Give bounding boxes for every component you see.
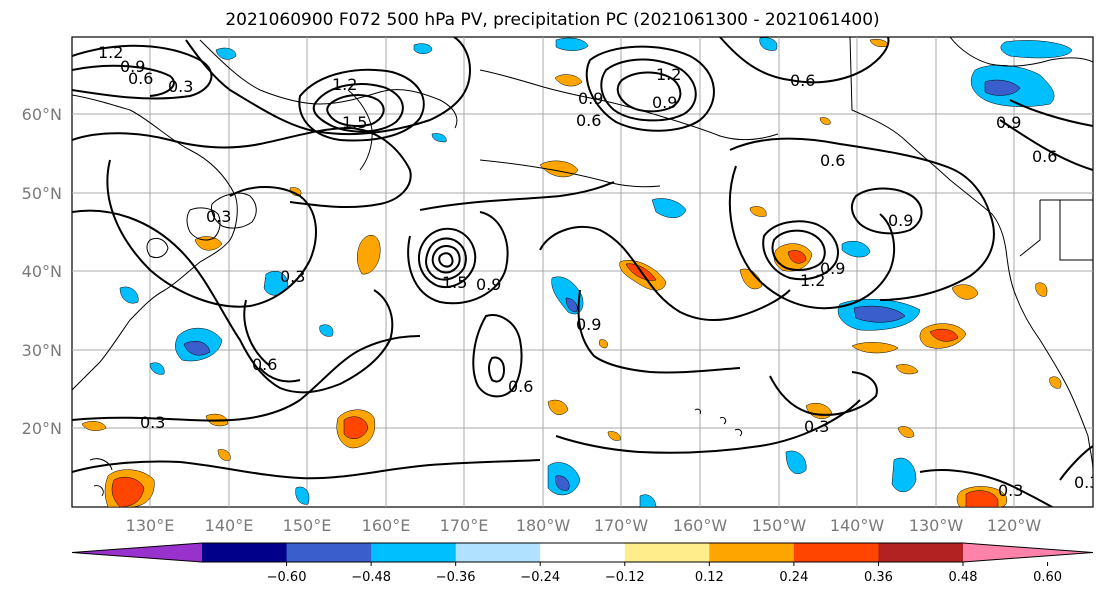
contour-label: 0.3 xyxy=(168,77,193,96)
lat-label: 50°N xyxy=(22,184,62,203)
contour-label: 0.6 xyxy=(508,377,533,396)
lon-label: 140°E xyxy=(205,516,254,535)
contour-label: 0.6 xyxy=(252,355,277,374)
lon-label: 130°W xyxy=(909,516,964,535)
lon-label: 180°W xyxy=(516,516,571,535)
colorbar-tick-label: 0.12 xyxy=(695,570,724,585)
contour-label: 1.5 xyxy=(342,113,367,132)
colorbar-tick-label: −0.24 xyxy=(520,570,560,585)
contour-label: 0.3 xyxy=(140,413,165,432)
colorbar-swatch xyxy=(709,543,795,562)
contour-label: 0.6 xyxy=(790,71,815,90)
colorbar-swatch xyxy=(286,543,372,562)
colorbar-tick-label: 0.60 xyxy=(1033,570,1062,585)
latitude-labels: 60°N 50°N 40°N 30°N 20°N xyxy=(22,105,62,438)
colorbar-tick-label: 0.36 xyxy=(864,570,893,585)
contour-label: 0.3 xyxy=(998,481,1023,500)
lat-label: 60°N xyxy=(22,105,62,124)
contour-label: 0.6 xyxy=(576,111,601,130)
contour-label: 0.9 xyxy=(120,57,145,76)
lon-label: 160°W xyxy=(673,516,728,535)
contour-label: 0.6 xyxy=(820,151,845,170)
contour-label: 1.2 xyxy=(800,271,825,290)
colorbar-tick-label: 0.24 xyxy=(779,570,808,585)
contour-label: 0.6 xyxy=(1032,147,1057,166)
colorbar-tick-label: −0.48 xyxy=(351,570,391,585)
colorbar-swatch xyxy=(371,543,457,562)
longitude-labels: 130°E 140°E 150°E 160°E 170°E 180°W 170°… xyxy=(126,516,1042,535)
colorbar-swatch xyxy=(202,543,288,562)
lon-label: 170°W xyxy=(594,516,649,535)
contour-label: 0.9 xyxy=(652,93,677,112)
contour-label: 0.6 xyxy=(128,69,153,88)
colorbar-extend-low xyxy=(72,543,202,562)
contour-label: 0.9 xyxy=(888,211,913,230)
colorbar-outline xyxy=(71,542,1094,563)
colorbar-swatch xyxy=(455,543,541,562)
colorbar-swatch xyxy=(540,543,626,562)
contour-label: 1.2 xyxy=(332,75,357,94)
colorbar-extend-high xyxy=(963,543,1093,562)
contour-label: 1.2 xyxy=(98,43,123,62)
lat-label: 20°N xyxy=(22,419,62,438)
lat-label: 40°N xyxy=(22,262,62,281)
lon-label: 150°W xyxy=(752,516,807,535)
contour-label: 0.9 xyxy=(996,113,1021,132)
colorbar: −0.60 −0.48 −0.36 −0.24 −0.12 0.12 0.24 0.36 0.4… xyxy=(71,542,1094,585)
map-frame xyxy=(71,36,1094,508)
colorbar-tick-label: 0.48 xyxy=(949,570,978,585)
contour-label: 0.3 xyxy=(280,267,305,286)
colorbar-swatch xyxy=(624,543,710,562)
contour-label: 0.9 xyxy=(476,275,501,294)
map-title: 2021060900 F072 500 hPa PV, precipitatio… xyxy=(225,10,880,30)
contour-label: 0.3 xyxy=(804,417,829,436)
contour-labels: 1.2 0.9 0.6 0.3 1.2 1.5 0.9 0.6 1.2 0.9 … xyxy=(98,43,1099,500)
colorbar-swatch xyxy=(878,543,964,562)
precipitation-shading xyxy=(81,37,1073,507)
colorbar-tick-label: −0.36 xyxy=(436,570,476,585)
colorbar-tick-label: −0.12 xyxy=(605,570,645,585)
contour-label: 1.2 xyxy=(656,65,681,84)
contour-label: 0.9 xyxy=(820,259,845,278)
contour-label: 0.9 xyxy=(576,315,601,334)
contour-label: 0.9 xyxy=(578,89,603,108)
lon-label: 170°E xyxy=(440,516,489,535)
contour-label: 1.5 xyxy=(442,273,467,292)
lon-label: 140°W xyxy=(830,516,885,535)
contour-label: 0.3 xyxy=(1074,473,1099,492)
pv-contours xyxy=(72,37,1093,507)
gridlines xyxy=(72,37,1093,507)
lon-label: 130°E xyxy=(126,516,175,535)
lon-label: 150°E xyxy=(283,516,332,535)
colorbar-swatch xyxy=(793,543,879,562)
colorbar-tick-label: −0.60 xyxy=(267,570,307,585)
lon-label: 120°W xyxy=(987,516,1042,535)
contour-label: 0.3 xyxy=(206,207,231,226)
lat-label: 30°N xyxy=(22,341,62,360)
lon-label: 160°E xyxy=(362,516,411,535)
